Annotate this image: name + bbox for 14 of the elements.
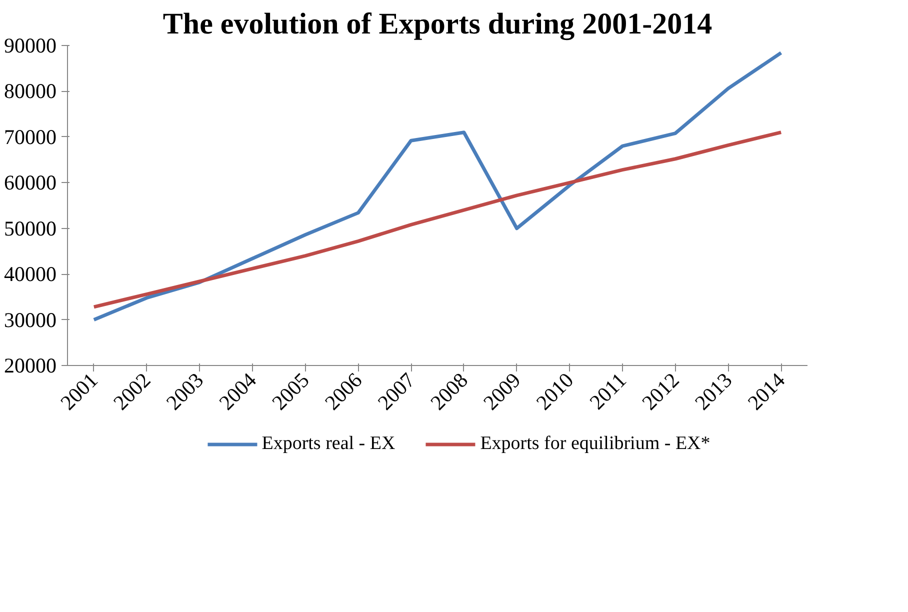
legend-label: Exports for equilibrium - EX* <box>480 433 710 455</box>
y-tick-label: 40000 <box>4 262 56 286</box>
legend-label: Exports real - EX <box>262 433 396 455</box>
y-tick-label: 90000 <box>4 34 56 58</box>
y-tick-label: 50000 <box>4 216 56 240</box>
chart-title: The evolution of Exports during 2001-2014 <box>162 8 712 40</box>
y-tick-label: 30000 <box>4 308 56 332</box>
y-tick-label: 60000 <box>4 170 56 195</box>
line-series <box>92 130 783 309</box>
y-tick-label: 20000 <box>4 354 56 378</box>
y-tick-label: 80000 <box>4 79 56 104</box>
y-tick-label: 70000 <box>4 124 56 149</box>
line-series <box>92 51 783 322</box>
x-tick-label: 2011 <box>584 368 631 414</box>
